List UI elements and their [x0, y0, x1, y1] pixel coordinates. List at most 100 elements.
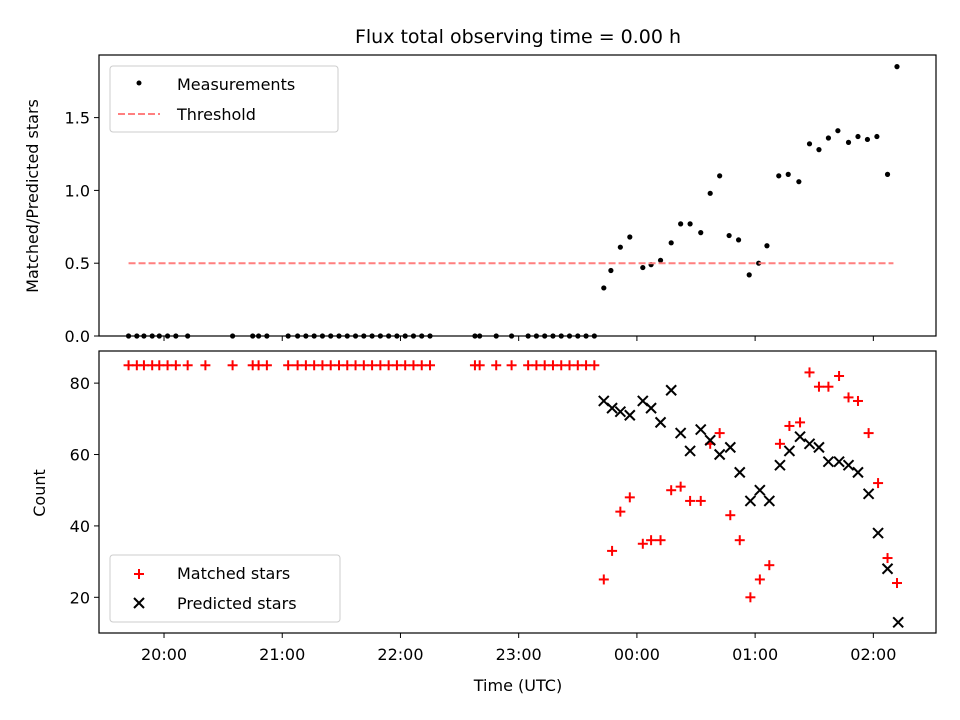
- legend-measurements-marker: [136, 80, 142, 86]
- measurements-point: [717, 173, 723, 179]
- bottom-y-axis: 20 40 60 80: [70, 374, 99, 607]
- measurements-point: [816, 147, 822, 153]
- matched-stars-point: [834, 370, 845, 381]
- matched-stars-point: [491, 360, 502, 371]
- measurements-point: [726, 232, 732, 239]
- top-y-tick-label: 1.5: [65, 109, 90, 128]
- matched-stars-point: [873, 478, 884, 489]
- x-tick-label: 20:00: [141, 645, 187, 664]
- x-tick-label: 21:00: [259, 645, 305, 664]
- predicted-stars-point: [872, 527, 884, 539]
- predicted-stars-point: [744, 495, 757, 507]
- predicted-stars-point: [645, 402, 657, 414]
- bottom-panel: 20 40 60 80 20:00 21:00 22:00 23:00 00:00 01:00 0…: [30, 350, 937, 695]
- matched-stars-point: [882, 553, 893, 564]
- matched-stars-point: [615, 506, 626, 517]
- predicted-stars-point: [783, 445, 796, 457]
- matched-stars-point: [182, 360, 193, 371]
- matched-stars-point: [675, 481, 686, 492]
- matched-stars-point: [637, 538, 648, 549]
- predicted-stars-point: [704, 434, 716, 446]
- predicted-stars-point: [803, 438, 816, 450]
- matched-stars-point: [774, 438, 785, 449]
- matched-stars-point: [283, 360, 294, 371]
- predicted-stars-point: [852, 466, 864, 479]
- predicted-stars-point: [724, 441, 737, 454]
- measurements-point: [668, 240, 674, 246]
- predicted-stars-point: [813, 441, 825, 454]
- measurements-point: [835, 128, 841, 134]
- predicted-stars-point: [842, 459, 855, 471]
- matched-stars-point: [745, 592, 756, 603]
- chart-title: Flux total observing time = 0.00 h: [355, 26, 681, 48]
- measurements-point: [678, 221, 684, 227]
- matched-stars-point: [685, 495, 696, 506]
- legend-matched-marker: [134, 569, 144, 579]
- matched-stars-point: [714, 428, 725, 439]
- measurements-point: [608, 267, 614, 274]
- predicted-stars-point: [892, 616, 904, 628]
- legend-measurements-label: Measurements: [177, 75, 295, 94]
- predicted-stars-point: [833, 455, 845, 468]
- bottom-panel-frame: [98, 350, 937, 634]
- measurements-point: [764, 243, 770, 249]
- matched-stars-point: [754, 574, 765, 585]
- measurements-point: [687, 221, 693, 227]
- predicted-stars-point: [734, 466, 746, 479]
- matched-stars-point: [506, 360, 517, 371]
- bottom-y-tick-label: 20: [70, 588, 90, 607]
- measurements-point: [864, 136, 871, 143]
- measurements-point: [707, 190, 713, 196]
- predicted-stars-point: [684, 445, 696, 457]
- bottom-y-tick-label: 80: [70, 374, 90, 393]
- legend-threshold-label: Threshold: [176, 105, 256, 124]
- measurements-point: [617, 244, 623, 250]
- measurements-point: [806, 141, 813, 147]
- x-tick-label: 22:00: [377, 645, 423, 664]
- top-legend-frame: [109, 65, 339, 133]
- measurements-point: [845, 139, 852, 145]
- predicted-stars-point: [674, 427, 687, 439]
- bottom-plot-area: [123, 360, 904, 628]
- matched-stars-point: [200, 360, 211, 371]
- matched-stars-point: [784, 420, 795, 431]
- x-tick-label: 02:00: [850, 645, 896, 664]
- x-tick-label: 00:00: [614, 645, 660, 664]
- measurements-point: [601, 285, 607, 291]
- predicted-stars-point: [624, 409, 636, 421]
- measurements-point: [746, 272, 752, 278]
- predicted-stars-point: [794, 430, 806, 443]
- predicted-stars-point: [665, 384, 677, 396]
- matched-stars-point: [227, 360, 238, 371]
- measurements-point: [825, 135, 832, 141]
- predicted-stars-point: [695, 423, 707, 436]
- measurements-point: [735, 237, 742, 243]
- predicted-stars-point: [614, 405, 627, 418]
- top-legend: Measurements Threshold: [109, 65, 339, 133]
- measurements-point: [796, 179, 802, 185]
- bottom-x-axis: 20:00 21:00 22:00 23:00 00:00 01:00 02:00: [141, 633, 896, 664]
- predicted-stars-point: [606, 402, 618, 414]
- measurements-point: [785, 171, 791, 177]
- matched-stars-point: [589, 360, 600, 371]
- legend-predicted-marker: [133, 597, 145, 609]
- measurements-point: [627, 234, 633, 240]
- measurements-point: [894, 64, 900, 70]
- predicted-stars-point: [822, 455, 835, 468]
- matched-stars-point: [813, 381, 824, 392]
- matched-stars-point: [624, 492, 635, 503]
- matched-stars-point: [170, 360, 181, 371]
- predicted-stars-point: [774, 459, 786, 471]
- top-ylabel: Matched/Predicted stars: [23, 99, 42, 293]
- bottom-y-tick-label: 60: [70, 446, 90, 465]
- matched-stars-point: [425, 360, 436, 371]
- top-plot-area: [125, 64, 900, 339]
- matched-stars-point: [598, 574, 609, 585]
- measurements-point: [776, 173, 782, 179]
- bottom-legend-frame: [109, 554, 341, 623]
- measurements-point: [855, 133, 861, 140]
- matched-stars-point: [804, 367, 815, 378]
- measurements-point: [874, 133, 880, 140]
- bottom-legend: Matched stars Predicted stars: [109, 554, 341, 623]
- measurements-point: [640, 264, 646, 271]
